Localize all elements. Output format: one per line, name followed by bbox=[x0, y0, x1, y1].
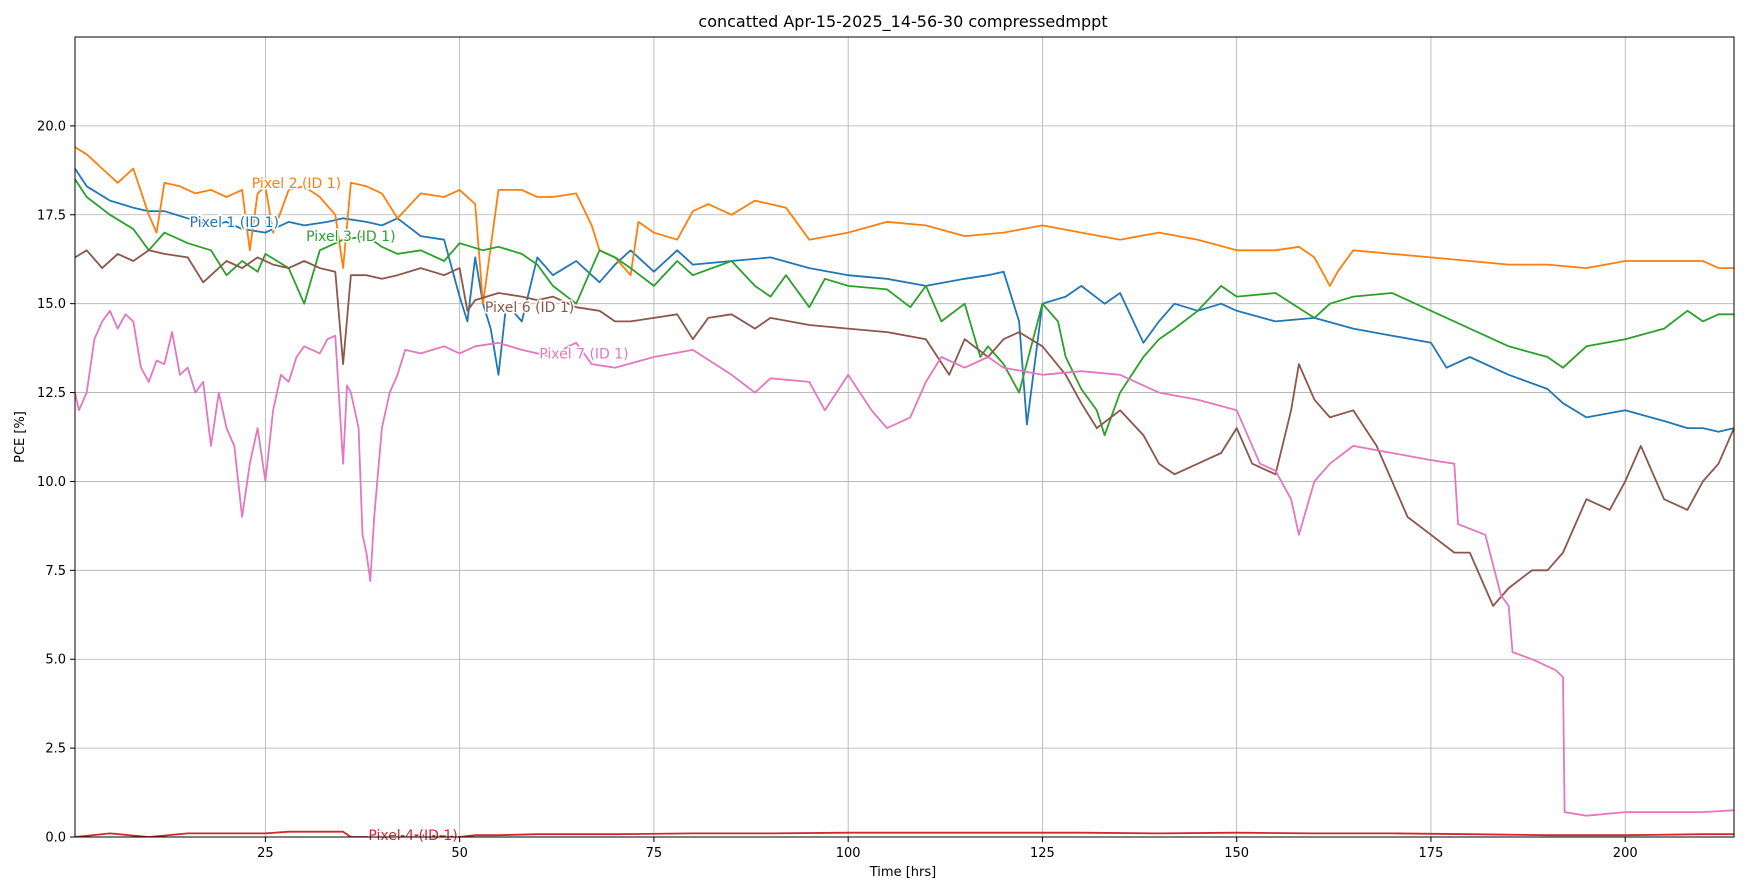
series-label-3: Pixel 3 (ID 1) bbox=[306, 229, 395, 245]
y-tick-label: 2.5 bbox=[45, 742, 66, 757]
x-tick-label: 25 bbox=[257, 846, 274, 861]
y-tick-label: 17.5 bbox=[37, 208, 66, 223]
y-axis-label: PCE [%] bbox=[13, 411, 28, 463]
y-tick-label: 7.5 bbox=[45, 564, 66, 579]
x-axis-label: Time [hrs] bbox=[869, 865, 936, 880]
x-tick-label: 200 bbox=[1613, 846, 1638, 861]
grid-lines bbox=[75, 37, 1734, 838]
x-tick-label: 50 bbox=[451, 846, 468, 861]
x-tick-label: 175 bbox=[1419, 846, 1444, 861]
series-label-6: Pixel 7 (ID 1) bbox=[539, 346, 628, 362]
y-axis-ticks: 0.0 2.5 5.0 7.5 10.0 12.5 15.0 17.5 20.0 bbox=[37, 119, 75, 846]
series-line-1 bbox=[75, 168, 1734, 433]
series-label-1: Pixel 1 (ID 1) bbox=[190, 215, 279, 231]
series-line-6 bbox=[75, 309, 1734, 817]
plot-area-frame bbox=[74, 36, 1735, 838]
series-label-4: Pixel 4 (ID 1) bbox=[368, 828, 457, 844]
series-line-2 bbox=[75, 146, 1734, 305]
x-tick-label: 75 bbox=[646, 846, 663, 861]
series-line-3 bbox=[75, 178, 1734, 437]
y-tick-label: 10.0 bbox=[37, 475, 66, 490]
y-tick-label: 12.5 bbox=[37, 386, 66, 401]
y-tick-label: 0.0 bbox=[45, 831, 66, 846]
series-line-4 bbox=[75, 830, 1734, 837]
series-label-5: Pixel 6 (ID 1) bbox=[485, 300, 574, 316]
x-tick-label: 150 bbox=[1224, 846, 1249, 861]
inline-labels-layer: Pixel 1 (ID 1) Pixel 2 (ID 1) Pixel 3 (ID … bbox=[188, 174, 630, 845]
y-tick-label: 5.0 bbox=[45, 653, 66, 668]
series-layer bbox=[75, 146, 1734, 837]
y-tick-label: 20.0 bbox=[37, 119, 66, 134]
y-tick-label: 15.0 bbox=[37, 297, 66, 312]
series-label-2: Pixel 2 (ID 1) bbox=[252, 176, 341, 192]
x-tick-label: 100 bbox=[836, 846, 861, 861]
chart-title: concatted Apr-15-2025_14-56-30 compresse… bbox=[698, 12, 1107, 32]
x-axis-ticks: 25 50 75 100 125 150 175 200 bbox=[257, 837, 1638, 861]
x-tick-label: 125 bbox=[1030, 846, 1055, 861]
series-line-5 bbox=[75, 249, 1734, 607]
